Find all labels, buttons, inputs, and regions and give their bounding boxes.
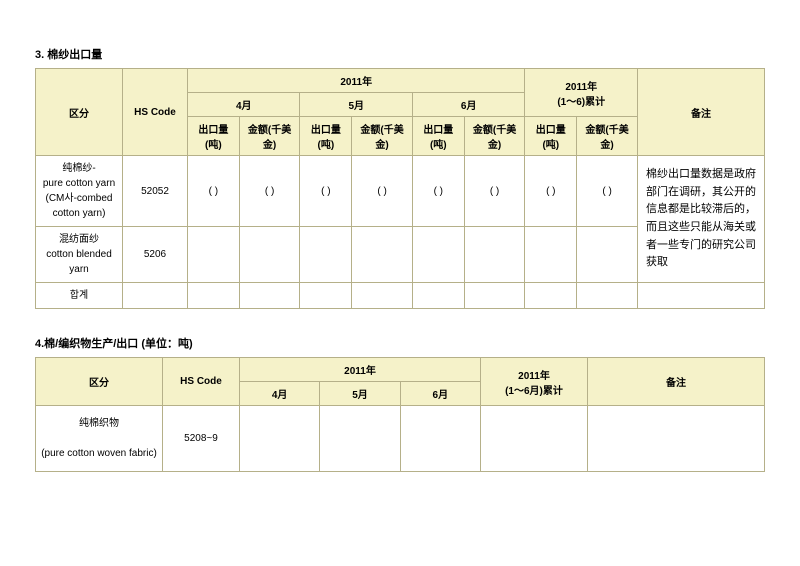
- t3-r1-m4a: [239, 227, 300, 283]
- t3-r2-label: 합계: [36, 283, 123, 309]
- table3-title: 3. 棉纱出口量: [35, 46, 765, 62]
- table4: 区分 HS Code 2011年 2011年(1～6月)累计 备注 4月 5月 …: [35, 357, 765, 472]
- t4-h-year: 2011年: [240, 358, 481, 382]
- t3-h-m4: 4月: [188, 93, 300, 117]
- t4-h-m5: 5月: [320, 382, 400, 406]
- t3-h-year: 2011年: [188, 69, 525, 93]
- t4-h-m6: 6月: [400, 382, 480, 406]
- t3-h-ca: 金额(千美金): [577, 117, 638, 156]
- t4-h-category: 区分: [36, 358, 163, 406]
- t3-h-m5q: 出口量(吨): [300, 117, 352, 156]
- t3-h-m6: 6月: [412, 93, 524, 117]
- t3-h-m4q: 出口量(吨): [188, 117, 240, 156]
- t3-r0-m5a: ( ): [352, 156, 413, 227]
- t4-h-remark: 备注: [588, 358, 765, 406]
- t3-h-m6q: 出口量(吨): [412, 117, 464, 156]
- t3-h-hscode: HS Code: [123, 69, 188, 156]
- t3-r1-cq: [525, 227, 577, 283]
- t4-r0-label: 纯棉织物 (pure cotton woven fabric): [36, 406, 163, 472]
- t3-r1-ca: [577, 227, 638, 283]
- t3-h-m6a: 金额(千美金): [464, 117, 525, 156]
- t3-r0-m4q: ( ): [188, 156, 240, 227]
- t3-r1-m6a: [464, 227, 525, 283]
- table-row: 纯棉织物 (pure cotton woven fabric) 5208~9: [36, 406, 765, 472]
- t4-h-cum: 2011年(1～6月)累计: [481, 358, 588, 406]
- t3-r2-m5a: [352, 283, 413, 309]
- t3-h-m5: 5月: [300, 93, 412, 117]
- t4-r0-m6: [400, 406, 480, 472]
- t3-h-m4a: 金额(千美金): [239, 117, 300, 156]
- table4-title: 4.棉/编织物生产/出口 (单位：吨): [35, 335, 765, 351]
- t3-r2-m5q: [300, 283, 352, 309]
- t4-r0-m5: [320, 406, 400, 472]
- t4-r0-hs: 5208~9: [163, 406, 240, 472]
- t3-r1-hs: 5206: [123, 227, 188, 283]
- t3-h-category: 区分: [36, 69, 123, 156]
- t3-r2-cq: [525, 283, 577, 309]
- t4-h-m4: 4月: [240, 382, 320, 406]
- t3-r1-m5q: [300, 227, 352, 283]
- t3-r0-m6q: ( ): [412, 156, 464, 227]
- t3-r0-hs: 52052: [123, 156, 188, 227]
- t3-r2-m4q: [188, 283, 240, 309]
- t3-r0-cq: ( ): [525, 156, 577, 227]
- t3-r1-m6q: [412, 227, 464, 283]
- t3-r1-label: 混纺面纱cotton blended yarn: [36, 227, 123, 283]
- t3-r2-hs: [123, 283, 188, 309]
- t3-r1-m5a: [352, 227, 413, 283]
- t4-r0-remark: [588, 406, 765, 472]
- t3-r0-label: 纯棉纱-pure cotton yarn(CM사-combed cotton y…: [36, 156, 123, 227]
- t3-r2-ca: [577, 283, 638, 309]
- t3-r1-m4q: [188, 227, 240, 283]
- t3-r0-m5q: ( ): [300, 156, 352, 227]
- t3-h-remark: 备注: [638, 69, 765, 156]
- table-row: 합계: [36, 283, 765, 309]
- t3-note: 棉纱出口量数据是政府部门在调研，其公开的信息都是比较滞后的，而且这些只能从海关或…: [638, 156, 765, 283]
- t3-h-m5a: 金额(千美金): [352, 117, 413, 156]
- t3-r2-m6a: [464, 283, 525, 309]
- t4-r0-cum: [481, 406, 588, 472]
- t4-h-hscode: HS Code: [163, 358, 240, 406]
- t3-h-cq: 出口量(吨): [525, 117, 577, 156]
- table-row: 纯棉纱-pure cotton yarn(CM사-combed cotton y…: [36, 156, 765, 227]
- t3-r2-m6q: [412, 283, 464, 309]
- t3-r0-ca: ( ): [577, 156, 638, 227]
- t3-r0-m6a: ( ): [464, 156, 525, 227]
- t3-r0-m4a: ( ): [239, 156, 300, 227]
- t3-r2-m4a: [239, 283, 300, 309]
- t4-r0-m4: [240, 406, 320, 472]
- table3: 区分 HS Code 2011年 2011年(1～6)累计 备注 4月 5月 6…: [35, 68, 765, 309]
- t3-h-cum: 2011年(1～6)累计: [525, 69, 638, 117]
- t3-r2-remark: [638, 283, 765, 309]
